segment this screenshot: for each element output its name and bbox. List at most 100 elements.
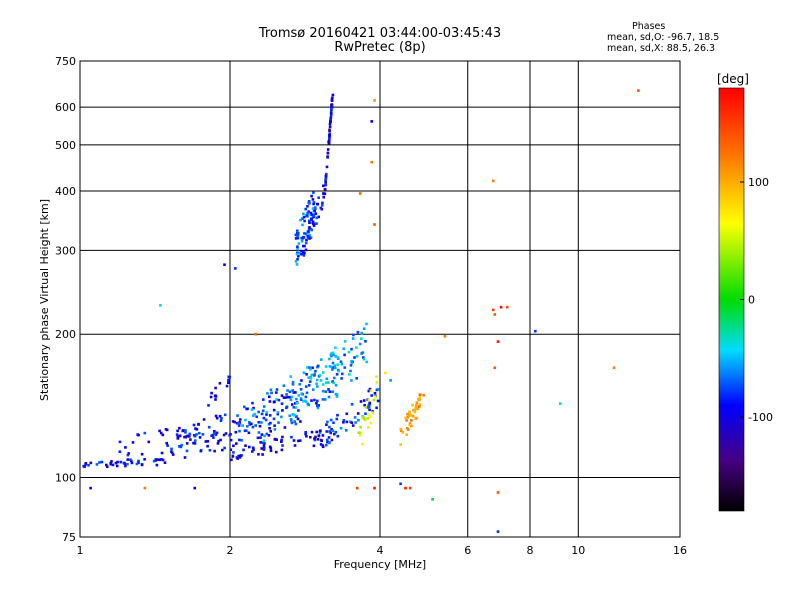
echo-point — [315, 216, 318, 220]
echo-point — [332, 353, 335, 357]
y-axis-label: Stationary phase Virtual Height [km] — [38, 199, 51, 401]
echo-point — [348, 373, 351, 376]
echo-point — [158, 458, 162, 462]
echo-point — [312, 202, 315, 206]
echo-point — [286, 389, 289, 392]
echo-point — [296, 229, 299, 233]
echo-point — [321, 383, 325, 386]
echo-point — [225, 384, 229, 388]
echo-point — [351, 424, 355, 427]
echo-point — [232, 451, 235, 454]
x-tick-label: 8 — [527, 544, 534, 557]
echo-point — [224, 432, 228, 435]
echo-point — [234, 430, 238, 434]
echo-point — [165, 428, 169, 432]
echo-point — [262, 444, 266, 448]
echo-point — [333, 432, 336, 436]
echo-point — [126, 458, 130, 461]
echo-point — [298, 439, 302, 442]
echo-point — [251, 425, 255, 429]
echo-point — [155, 463, 159, 467]
echo-point — [491, 308, 495, 312]
echo-point — [143, 486, 147, 490]
echo-point — [285, 393, 288, 396]
echo-point — [334, 366, 337, 370]
echo-point — [229, 433, 232, 436]
echo-point — [312, 201, 316, 204]
echo-point — [309, 435, 312, 439]
echo-point — [308, 226, 311, 229]
echo-point — [105, 463, 108, 467]
echo-point — [156, 458, 160, 461]
echo-point — [227, 378, 230, 382]
echo-point — [311, 198, 315, 201]
echo-point — [327, 395, 331, 399]
echo-point — [410, 424, 413, 428]
echo-point — [244, 418, 247, 422]
echo-point — [290, 403, 294, 406]
echo-point — [330, 99, 334, 102]
echo-point — [331, 361, 335, 365]
echo-point — [245, 407, 248, 411]
echo-point — [292, 391, 295, 394]
echo-point — [368, 408, 371, 412]
echo-point — [296, 236, 299, 240]
echo-point — [312, 215, 315, 219]
echo-point — [315, 402, 318, 405]
echo-point — [417, 405, 421, 408]
echo-point — [210, 391, 213, 395]
echo-point — [233, 420, 236, 424]
echo-point — [306, 213, 310, 217]
echo-point — [331, 368, 334, 371]
echo-point — [347, 350, 351, 354]
echo-point — [215, 431, 219, 435]
echo-point — [297, 409, 300, 412]
echo-point — [216, 442, 220, 445]
echo-point — [299, 236, 303, 240]
echo-point — [370, 160, 373, 164]
echo-point — [258, 424, 262, 428]
echo-point — [328, 130, 331, 133]
echo-point — [281, 409, 284, 412]
echo-point — [251, 401, 254, 405]
echo-point — [491, 179, 495, 183]
echo-point — [496, 530, 500, 533]
echo-point — [320, 439, 323, 443]
echo-point — [328, 125, 332, 129]
echo-point — [119, 460, 123, 464]
echo-point — [100, 460, 104, 464]
echo-point — [195, 433, 198, 436]
echo-point — [307, 376, 310, 379]
echo-point — [257, 453, 260, 456]
echo-point — [328, 390, 332, 393]
echo-point — [332, 421, 335, 424]
echo-point — [350, 347, 353, 351]
echo-point — [405, 419, 408, 422]
echo-point — [368, 401, 371, 405]
echo-point — [252, 414, 255, 417]
echo-point — [301, 252, 305, 255]
echo-point — [261, 409, 265, 413]
echo-point — [355, 486, 359, 490]
echo-point — [290, 435, 293, 439]
colorbar-tick-label: -100 — [748, 411, 773, 424]
echo-point — [376, 399, 380, 403]
echo-point — [331, 366, 334, 369]
echo-point — [248, 445, 251, 449]
echo-point — [250, 408, 254, 411]
echo-point — [237, 421, 241, 425]
echo-point — [416, 407, 420, 411]
echo-point — [328, 137, 331, 141]
data-points-layer — [82, 89, 640, 533]
echo-point — [330, 428, 333, 431]
echo-point — [340, 362, 344, 366]
echo-point — [355, 354, 359, 358]
echo-point — [198, 436, 202, 439]
phase-stats-heading: Phases — [632, 21, 666, 32]
echo-point — [310, 430, 314, 434]
echo-point — [325, 172, 328, 176]
echo-point — [409, 413, 413, 417]
echo-point — [272, 417, 276, 421]
echo-point — [193, 486, 197, 490]
plot-frame — [79, 60, 681, 538]
